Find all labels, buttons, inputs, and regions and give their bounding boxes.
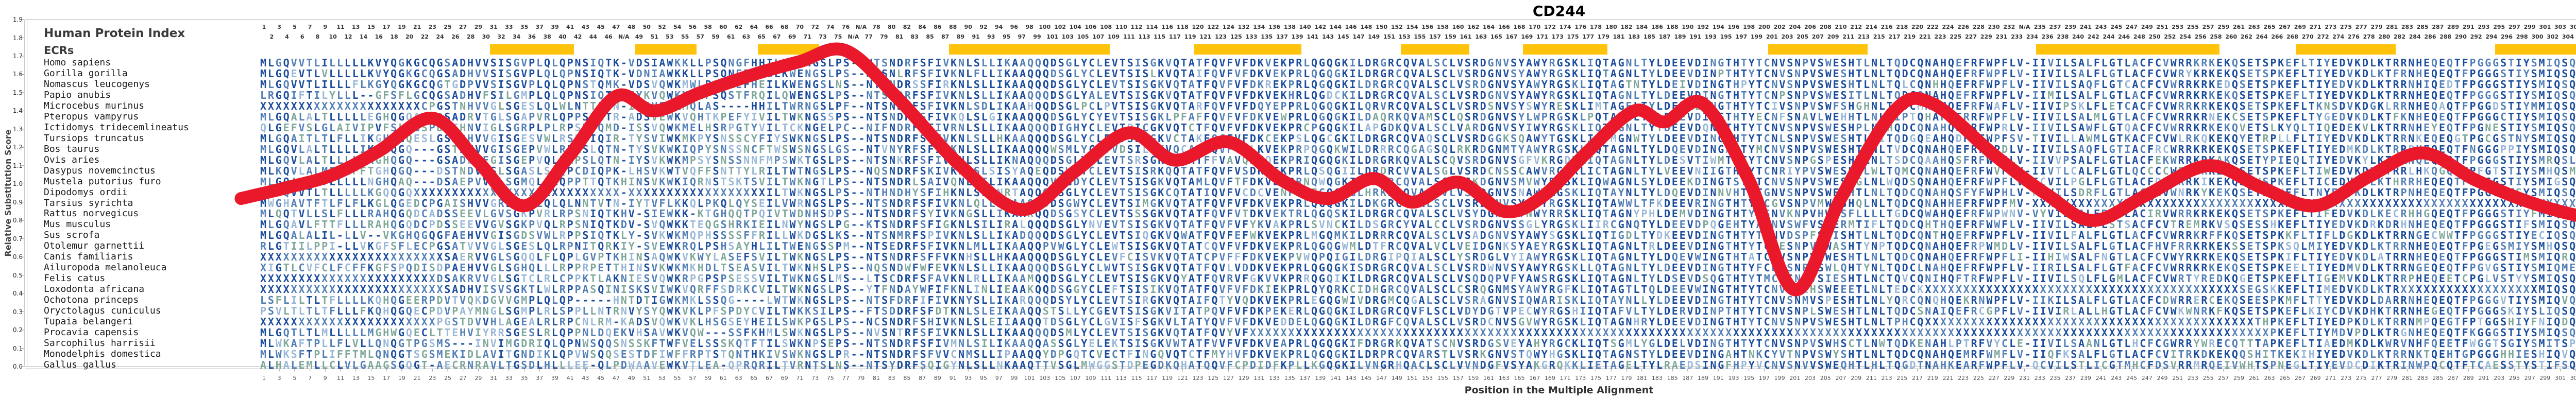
sequence-row: MLGQVLALTLLLLIKGHQGQ---GSTDHVVGISGEPVWLR… xyxy=(260,143,2576,155)
species-label: Monodelphis domestica xyxy=(44,348,161,359)
sequence-row: XXXXXXXXXXXXXXXXXXXXXXXDSAKRVVGLSGTCLRLC… xyxy=(260,272,2576,285)
species-label: Felis catus xyxy=(44,273,106,284)
ecr-bar xyxy=(635,44,697,55)
species-label: Dasypus novemcinctus xyxy=(44,165,156,176)
species-label: Homo sapiens xyxy=(44,57,111,68)
species-label: Ailuropoda melanoleuca xyxy=(44,262,167,273)
species-label: Ochotona princeps xyxy=(44,294,139,306)
species-label: Oryctolagus cuniculus xyxy=(44,305,161,317)
sequence-row: MLGQALALIL-LLV--VKGHQGQGFAEHVVGISGDSVWLR… xyxy=(260,229,2576,242)
species-label: Otolemur garnettii xyxy=(44,240,145,252)
sequence-row: MLWKSFTPLIFFTMLQNQGTSGSMEKIDLAVITGNDIKLQ… xyxy=(260,348,2576,360)
species-label: Pteropus vampyrus xyxy=(44,111,139,122)
x-axis-label: Position in the Multiple Alignment xyxy=(1464,385,1654,396)
ecr-bar xyxy=(2036,44,2220,55)
sequence-row: MLQQTVLLSLFLLLRAHQGQDCADSSEEVLGVSGKPVRLR… xyxy=(260,207,2576,220)
ecr-bar xyxy=(2495,44,2576,55)
ecr-bar xyxy=(1523,44,1607,55)
sequence-row: MLGQAVLFTTFLLLRAHQGQDCPDSSEEVVGVSGKPVQLR… xyxy=(260,218,2576,231)
species-label: Loxodonta africana xyxy=(44,284,145,295)
sequence-row: MLKQVLALMFFLFFTGHQGQ---DSTNDVMSLSGASLSLQ… xyxy=(260,164,2576,177)
sequence-row: XXXXXXXXXXXXXXXXXXXXXXXXSADHVISVSGKTLWLR… xyxy=(260,283,2576,296)
species-label: Rattus norvegicus xyxy=(44,208,139,219)
species-label: Ictidomys tridecemlineatus xyxy=(44,122,189,133)
species-label: Tursiops truncatus xyxy=(44,132,145,144)
sequence-row: LSFLILTLTFLLLLKQHQGEERPDVTVQKDGVVGMPLQLQ… xyxy=(260,294,2576,307)
ecr-bar xyxy=(949,44,1110,55)
species-label: Gorilla gorilla xyxy=(44,68,128,79)
sequence-row: MLGQVVTLILLLLLKVYQGKGCQGSADHVVSISGVPLQLQ… xyxy=(260,57,2576,69)
species-label: Microcebus murinus xyxy=(44,100,145,111)
sequence-row: MLGQAITLTLFLLIKGHRGQESLGSADHVVGISGESVWLR… xyxy=(260,132,2576,145)
sequence-row: XXXXXXXXXXXXXXXXXXXXXXXPGSTDVVHLAGEALRLR… xyxy=(260,316,2576,328)
sequence-row: XIGTLCVFCLFCFFKGFSPQDISDPAEHVVGLSGHQLLLR… xyxy=(260,262,2576,274)
sequence-row: ALHALEMLLCLVLGAAGSGQGT-AECRNRAVLTGSDLHLL… xyxy=(260,358,2576,371)
species-label: Tupaia belangeri xyxy=(44,316,133,327)
species-label: Nomascus leucogenys xyxy=(44,78,150,90)
ecr-bar xyxy=(1768,44,1868,55)
species-label: Mustela putorius furo xyxy=(44,176,161,187)
sequence-row: MLWKAFTPLLFLVLLQNQGTPGSMS---INVIMGDRIQLQ… xyxy=(260,337,2576,350)
sequence-row: MLGQTLTLMLLLLLMGHWGQECLTTEHVIYRRSGESLRLQ… xyxy=(260,326,2576,339)
ecr-bar xyxy=(489,44,574,55)
ecr-bar xyxy=(757,44,819,55)
ecr-bar xyxy=(1400,44,1470,55)
ecr-bar xyxy=(2296,44,2396,55)
species-label: Tarsius syrichta xyxy=(44,197,133,209)
species-label: Sus scrofa xyxy=(44,230,100,241)
species-label: Sarcophilus harrisii xyxy=(44,338,156,349)
ecrs-label: ECRs xyxy=(44,44,74,57)
page-title: CD244 xyxy=(1532,3,1586,20)
species-label: Ovis aries xyxy=(44,154,100,165)
sequence-row: LRGQIFTILYLLL--GFSFLGCQGSADHVFSILGMPLQLQ… xyxy=(260,89,2576,101)
sequence-row: MLGQVVTLILLLFLKGYQGKGCQGTGDPVVSISGVPLQLQ… xyxy=(260,78,2576,91)
species-label: Papio anubis xyxy=(44,89,111,100)
species-label: Procavia capensis xyxy=(44,327,139,338)
sequence-row: XXXXXXXXXXXXXXXXXXXXXXXXSAERVVGLSGQQLFLQ… xyxy=(260,251,2576,264)
sequence-row: PSVLTLTLTFLLLFKQHQGQECPDVPAYMNGLSGMPLRLS… xyxy=(260,305,2576,318)
species-label: Dipodomys ordii xyxy=(44,186,128,198)
species-label: Mus musculus xyxy=(44,219,111,230)
species-label: Gallus gallus xyxy=(44,359,116,370)
sequence-row: RLGTIILPPI-LLVKGFSFLECPGSATVVVGLSGESLQLR… xyxy=(260,240,2576,253)
ecr-bar xyxy=(1194,44,1301,55)
species-label: Canis familiaris xyxy=(44,251,133,263)
species-label: Bos taurus xyxy=(44,143,100,154)
human-protein-index-label: Human Protein Index xyxy=(44,27,185,40)
